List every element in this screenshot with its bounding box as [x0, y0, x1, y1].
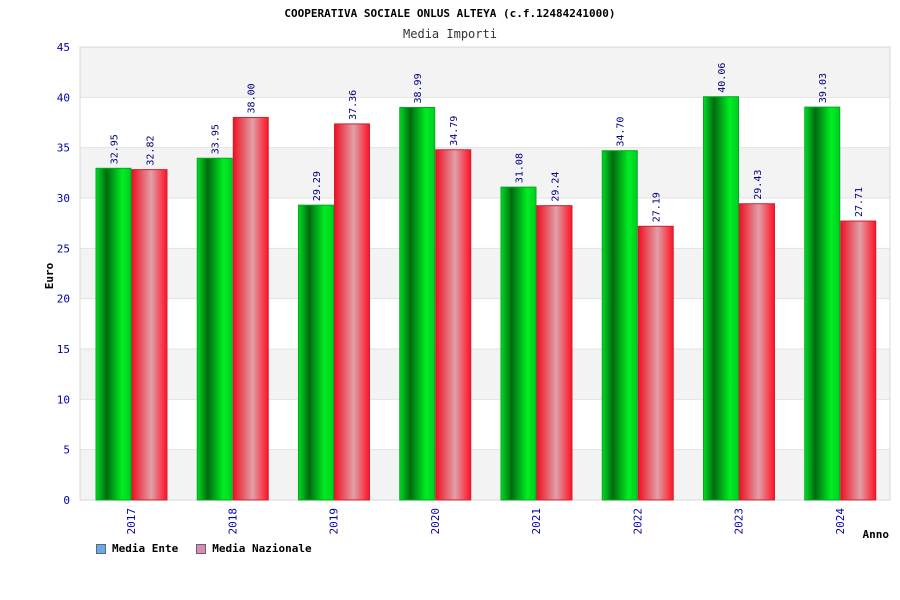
y-tick-label: 25	[57, 242, 70, 255]
bar-media-nazionale-2019	[334, 123, 370, 501]
bar-value-label: 39.03	[818, 73, 829, 103]
legend-item-media-nazionale: Media Nazionale	[196, 542, 312, 555]
bar-media-nazionale-2020	[435, 149, 472, 501]
y-axis-ticks: 0 5 10 15 20 25 30 35 40 45	[57, 41, 70, 507]
y-axis-label: Euro	[43, 262, 56, 289]
bar-value-label: 37.36	[348, 90, 359, 120]
bar-value-label: 38.00	[247, 83, 258, 113]
x-tick-label: 2023	[733, 508, 746, 535]
legend-item-media-ente: Media Ente	[96, 542, 178, 555]
bar-media-ente-2022	[601, 150, 638, 501]
x-axis-ticks: 2017 2018 2019 2020 2021 2022 2023 2024	[125, 508, 847, 535]
bar-value-label: 40.06	[717, 63, 728, 93]
plot-frame	[79, 46, 891, 501]
bar-value-label: 27.71	[854, 187, 865, 217]
bar-value-label: 32.95	[110, 134, 121, 164]
x-tick-label: 2021	[530, 508, 543, 535]
bars	[95, 96, 877, 501]
bar-media-ente-2021	[500, 186, 537, 501]
y-tick-label: 0	[63, 494, 70, 507]
chart-subtitle: Media Importi	[403, 27, 497, 41]
bar-media-nazionale-2021	[536, 205, 573, 501]
bar-media-nazionale-2018	[232, 116, 269, 501]
y-tick-label: 10	[57, 393, 70, 406]
bar-value-label: 38.99	[413, 73, 424, 103]
y-tick-label: 5	[63, 444, 70, 457]
bar-media-ente-2017	[95, 167, 132, 501]
y-tick-label: 35	[57, 142, 70, 155]
legend-swatch-media-ente	[96, 543, 106, 554]
bar-media-ente-2023	[703, 96, 739, 501]
y-tick-label: 20	[57, 293, 70, 306]
bar-value-label: 32.82	[146, 136, 157, 166]
legend-swatch-media-nazionale	[196, 543, 207, 554]
bar-media-nazionale-2017	[131, 169, 168, 501]
bar-value-label: 31.08	[515, 153, 526, 183]
x-axis-label: Anno	[863, 528, 890, 541]
bar-value-label: 29.24	[551, 172, 562, 202]
y-tick-label: 30	[57, 192, 70, 205]
legend: Media Ente Media Nazionale	[96, 542, 312, 555]
x-tick-label: 2020	[429, 508, 442, 535]
bar-value-label: 34.79	[449, 116, 460, 146]
bar-value-label: 27.19	[652, 192, 663, 222]
y-tick-label: 40	[57, 91, 70, 104]
x-tick-label: 2024	[834, 508, 847, 535]
chart-title: COOPERATIVA SOCIALE ONLUS ALTEYA (c.f.12…	[284, 7, 615, 20]
bar-value-label: 34.70	[616, 117, 627, 147]
bar-media-ente-2020	[399, 107, 436, 501]
bar-value-label: 29.29	[312, 171, 323, 201]
bar-media-nazionale-2024	[840, 220, 877, 501]
x-tick-label: 2018	[226, 508, 239, 535]
y-tick-label: 45	[57, 41, 70, 54]
plot-band	[80, 47, 890, 98]
y-tick-label: 15	[57, 343, 70, 356]
x-tick-label: 2022	[631, 508, 644, 535]
legend-label-media-nazionale: Media Nazionale	[212, 542, 312, 555]
bar-media-ente-2019	[298, 204, 334, 501]
plot-band	[80, 97, 890, 148]
x-tick-label: 2017	[125, 508, 138, 535]
bar-media-ente-2024	[804, 106, 841, 501]
bar-value-label: 33.95	[211, 124, 222, 154]
bar-labels: 32.95 32.82 33.95 38.00 29.29 37.36 38.99 34.79…	[110, 63, 866, 223]
bar-value-label: 29.43	[753, 170, 764, 200]
legend-label-media-ente: Media Ente	[112, 542, 179, 555]
bar-media-nazionale-2023	[739, 203, 775, 501]
bar-media-ente-2018	[196, 157, 233, 501]
x-tick-label: 2019	[328, 508, 341, 535]
bar-media-nazionale-2022	[637, 225, 674, 501]
